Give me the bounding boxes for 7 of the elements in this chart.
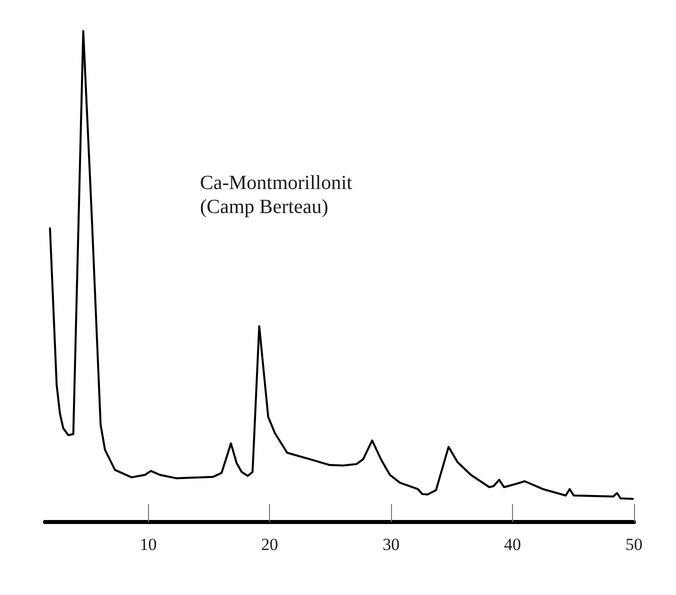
annotation: Ca-Montmorillonit xyxy=(200,172,353,194)
annotation: (Camp Berteau) xyxy=(200,196,328,218)
x-tick-label: 40 xyxy=(504,535,522,554)
x-tick-label: 30 xyxy=(382,535,400,554)
x-tick-label: 50 xyxy=(626,535,642,554)
x-tick-label: 20 xyxy=(261,535,278,554)
x-tick-label: 10 xyxy=(140,535,157,554)
